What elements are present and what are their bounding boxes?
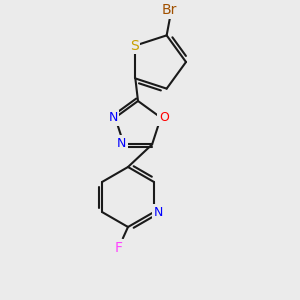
Text: S: S	[130, 38, 139, 52]
Text: N: N	[153, 206, 163, 218]
Text: N: N	[109, 111, 118, 124]
Text: N: N	[117, 137, 127, 150]
Text: F: F	[115, 241, 123, 255]
Text: Br: Br	[162, 3, 177, 17]
Text: O: O	[159, 111, 169, 124]
